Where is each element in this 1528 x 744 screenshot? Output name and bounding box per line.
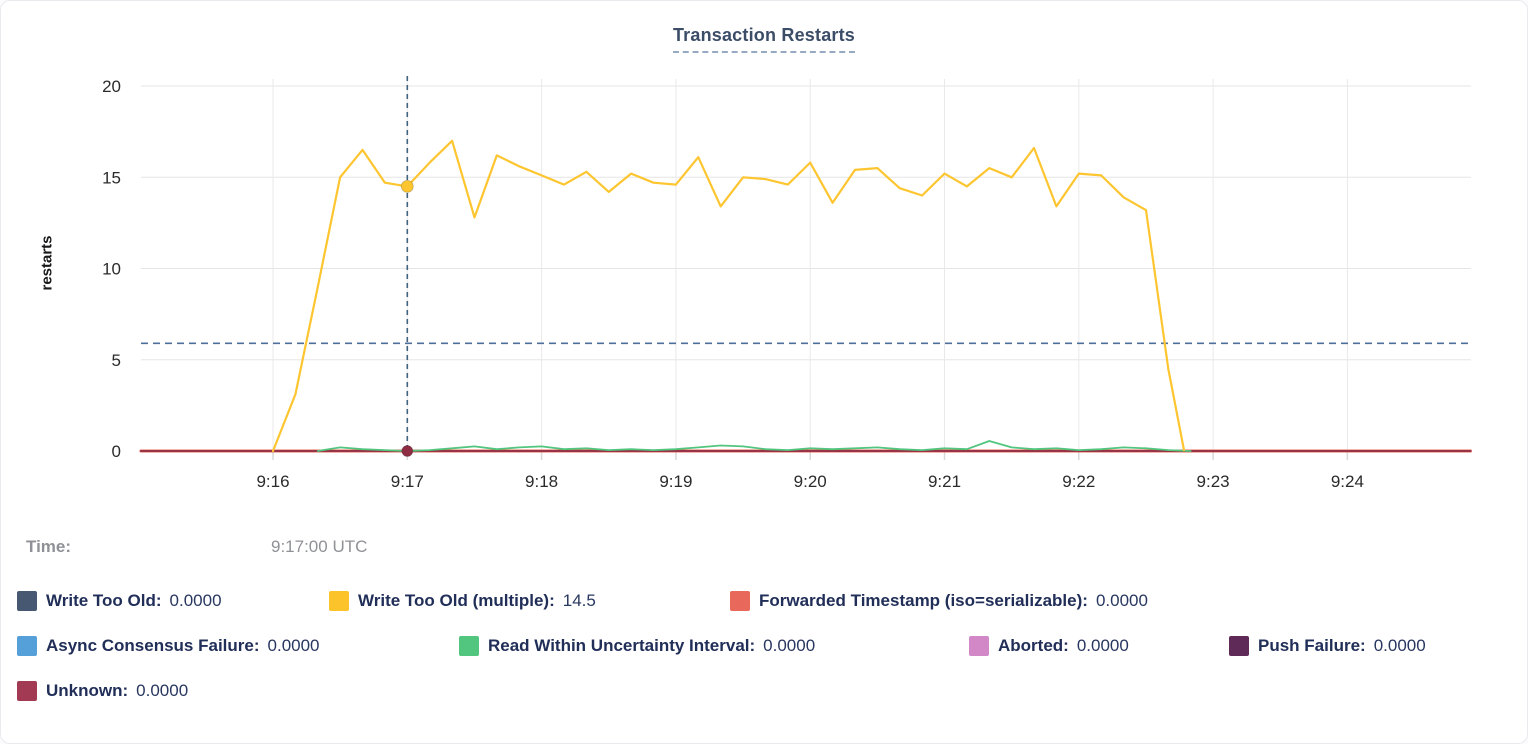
x-tick-label: 9:23 [1197, 472, 1230, 491]
legend-label: Forwarded Timestamp (iso=serializable): [759, 591, 1088, 610]
x-tick-label: 9:20 [794, 472, 827, 491]
gridlines [141, 79, 1471, 460]
legend-item-unknown[interactable]: Unknown: 0.0000 [17, 679, 188, 703]
legend-value: 0.0000 [1373, 636, 1426, 655]
legend-swatch-async-consensus-failure [17, 636, 37, 656]
legend-value: 0.0000 [1076, 636, 1129, 655]
legend-swatch-forwarded-timestamp [730, 591, 750, 611]
legend-item-read-within-uncertainty[interactable]: Read Within Uncertainty Interval: 0.0000 [459, 634, 815, 658]
y-tick-label: 10 [102, 260, 121, 279]
legend-item-aborted[interactable]: Aborted: 0.0000 [969, 634, 1129, 658]
x-tick-label: 9:24 [1331, 472, 1364, 491]
chart-title[interactable]: Transaction Restarts [672, 25, 856, 53]
legend-label: Read Within Uncertainty Interval: [488, 636, 756, 655]
legend-swatch-unknown [17, 681, 37, 701]
legend-value: 0.0000 [267, 636, 320, 655]
x-tick-label: 9:19 [659, 472, 692, 491]
legend-label: Async Consensus Failure: [46, 636, 260, 655]
legend-item-write-too-old-multiple[interactable]: Write Too Old (multiple): 14.5 [329, 589, 596, 613]
y-tick-label: 20 [102, 77, 121, 96]
x-tick-label: 9:16 [256, 472, 289, 491]
hover-dot-unknown [401, 445, 414, 457]
legend-value: 14.5 [562, 591, 596, 610]
legend-value: 0.0000 [169, 591, 222, 610]
legend-item-write-too-old[interactable]: Write Too Old: 0.0000 [17, 589, 222, 613]
y-tick-label: 15 [102, 168, 121, 187]
x-tick-label: 9:21 [928, 472, 961, 491]
y-tick-label: 0 [112, 442, 121, 461]
legend-swatch-aborted [969, 636, 989, 656]
legend-item-push-failure[interactable]: Push Failure: 0.0000 [1229, 634, 1426, 658]
x-tick-label: 9:17 [391, 472, 424, 491]
chart-header: Transaction Restarts [1, 25, 1527, 53]
transaction-restarts-chart[interactable]: 0 5 10 15 20 9:16 9:17 9:18 9:19 9:20 9:21 9:22 9:23… [1, 1, 1528, 521]
legend-swatch-write-too-old-multiple [329, 591, 349, 611]
series-line-read-within-uncertainty-interval [316, 440, 1192, 452]
x-tick-label: 9:18 [525, 472, 558, 491]
legend-swatch-write-too-old [17, 591, 37, 611]
legend-swatch-push-failure [1229, 636, 1249, 656]
legend-value: 0.0000 [136, 681, 189, 700]
time-label: Time: [26, 537, 72, 556]
legend-value: 0.0000 [763, 636, 816, 655]
series-line-write-too-old-multiple [271, 139, 1186, 453]
legend-label: Write Too Old: [46, 591, 162, 610]
legend-label: Aborted: [998, 636, 1069, 655]
legend-value: 0.0000 [1095, 591, 1148, 610]
legend-label: Push Failure: [1258, 636, 1366, 655]
axis-tick-labels: 0 5 10 15 20 9:16 9:17 9:18 9:19 9:20 9:21 9:22 9:23… [102, 77, 1364, 491]
legend-item-async-consensus-failure[interactable]: Async Consensus Failure: 0.0000 [17, 634, 320, 658]
legend-label: Write Too Old (multiple): [358, 591, 555, 610]
hover-dot-write-too-old-multiple [400, 179, 414, 193]
hover-time-row: Time: 9:17:00 UTC [1, 537, 1527, 563]
y-tick-label: 5 [112, 351, 121, 370]
legend-item-forwarded-timestamp[interactable]: Forwarded Timestamp (iso=serializable): … [730, 589, 1148, 613]
x-tick-label: 9:22 [1062, 472, 1095, 491]
legend-label: Unknown: [46, 681, 129, 700]
legend-swatch-read-within-uncertainty [459, 636, 479, 656]
time-value: 9:17:00 UTC [271, 537, 368, 556]
